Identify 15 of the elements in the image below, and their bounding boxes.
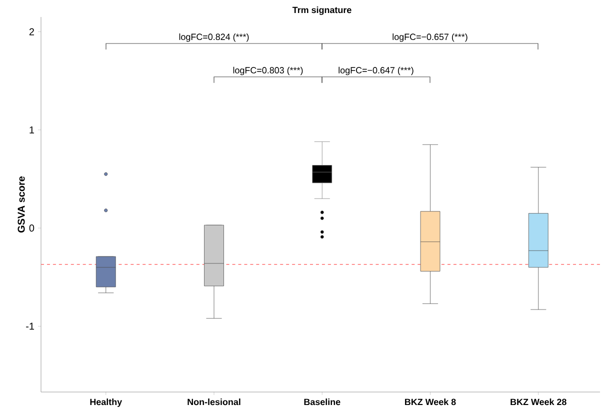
y-axis-title: GSVA score	[18, 176, 25, 233]
annotation: logFC=0.803 (***)	[233, 66, 303, 76]
annotation: logFC=−0.657 (***)	[392, 33, 468, 42]
y-tick-label: 2	[29, 28, 34, 36]
x-tick-label: Healthy	[90, 398, 122, 407]
chart-title: Trm signature	[292, 6, 352, 15]
annotation: logFC=−0.647 (***)	[338, 66, 414, 76]
x-tick-label: BKZ Week 8	[405, 398, 456, 406]
y-tick-label: 0	[29, 224, 34, 232]
x-tick-label: BKZ Week 28	[510, 398, 566, 406]
y-tick-label: 1	[30, 126, 34, 134]
x-tick-label: Non-lesional	[188, 398, 240, 406]
x-tick-label: Baseline	[304, 398, 340, 406]
y-tick-label: -1	[26, 322, 34, 330]
annotation: logFC=0.824 (***)	[179, 33, 249, 42]
